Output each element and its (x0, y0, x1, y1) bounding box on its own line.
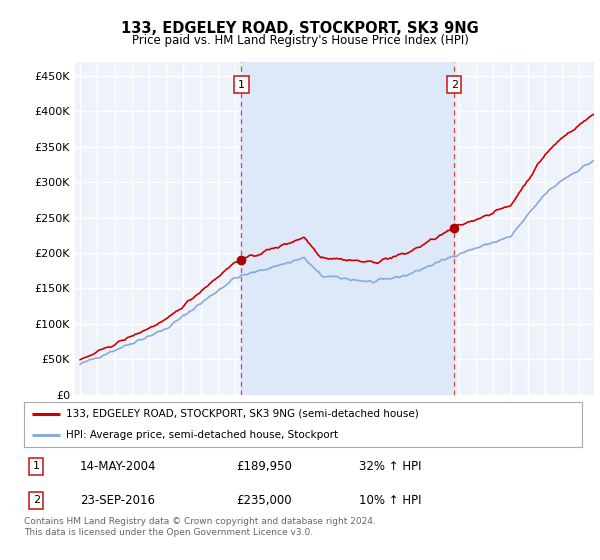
Text: Contains HM Land Registry data © Crown copyright and database right 2024.
This d: Contains HM Land Registry data © Crown c… (24, 517, 376, 537)
Bar (241, 62, 454, 395)
Text: 1: 1 (33, 461, 40, 472)
Text: £235,000: £235,000 (236, 494, 292, 507)
Text: 2: 2 (33, 496, 40, 506)
Text: 2: 2 (451, 80, 458, 90)
Text: 14-MAY-2004: 14-MAY-2004 (80, 460, 156, 473)
Text: 10% ↑ HPI: 10% ↑ HPI (359, 494, 421, 507)
Text: £189,950: £189,950 (236, 460, 292, 473)
Text: Price paid vs. HM Land Registry's House Price Index (HPI): Price paid vs. HM Land Registry's House … (131, 34, 469, 46)
Text: 133, EDGELEY ROAD, STOCKPORT, SK3 9NG: 133, EDGELEY ROAD, STOCKPORT, SK3 9NG (121, 21, 479, 36)
Text: 133, EDGELEY ROAD, STOCKPORT, SK3 9NG (semi-detached house): 133, EDGELEY ROAD, STOCKPORT, SK3 9NG (s… (66, 409, 419, 419)
Text: 23-SEP-2016: 23-SEP-2016 (80, 494, 155, 507)
Text: 32% ↑ HPI: 32% ↑ HPI (359, 460, 421, 473)
Text: 1: 1 (238, 80, 245, 90)
Text: HPI: Average price, semi-detached house, Stockport: HPI: Average price, semi-detached house,… (66, 430, 338, 440)
